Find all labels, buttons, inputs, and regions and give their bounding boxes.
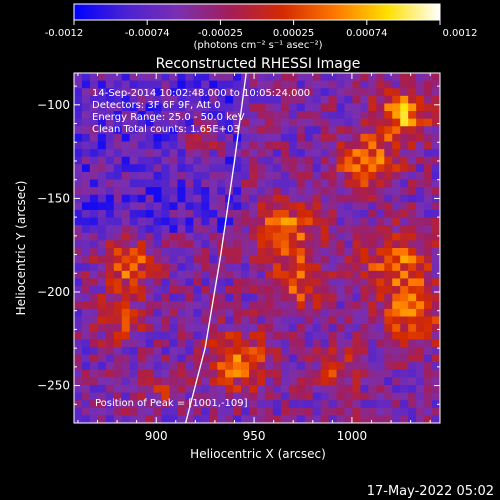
colorbar-tick-label: 0.00074 (346, 28, 387, 39)
colorbar-gradient (73, 3, 441, 21)
counts-text: Clean Total counts: 1.65E+03 (92, 124, 240, 135)
x-tick-label: 900 (145, 429, 168, 443)
y-tick-label: −150 (37, 191, 70, 205)
y-axis-label: Heliocentric Y (arcsec) (14, 181, 28, 316)
plot-area: 900 950 1000 −100 −150 −200 −250 (37, 72, 441, 443)
time-range-text: 14-Sep-2014 10:02:48.000 to 10:05:24.000 (92, 88, 310, 99)
colorbar-unit-label: (photons cm⁻² s⁻¹ asec⁻²) (193, 40, 322, 51)
x-tick-label: 1000 (337, 429, 368, 443)
chart-title: Reconstructed RHESSI Image (156, 56, 361, 72)
colorbar: -0.0012 -0.00074 -0.00025 0.00025 0.00074 0.0… (45, 3, 478, 51)
plot-frame (73, 72, 441, 424)
peak-position-text: Position of Peak = [1001,-109] (95, 398, 248, 409)
info-overlay: 14-Sep-2014 10:02:48.000 to 10:05:24.000… (92, 88, 310, 409)
y-tick-label: −200 (37, 285, 70, 299)
colorbar-tick-label: -0.0012 (45, 28, 84, 39)
x-axis-label: Heliocentric X (arcsec) (190, 447, 326, 461)
detectors-text: Detectors: 3F 6F 9F, Att 0 (92, 100, 220, 111)
x-tick-label: 950 (243, 429, 266, 443)
y-tick-label: −100 (37, 98, 70, 112)
colorbar-tick-label: 0.00025 (273, 28, 314, 39)
footer-timestamp: 17-May-2022 05:02 (367, 484, 494, 499)
energy-range-text: Energy Range: 25.0 - 50.0 keV (92, 112, 245, 123)
y-tick-label: −250 (37, 379, 70, 393)
colorbar-tick-label: -0.00025 (198, 28, 243, 39)
colorbar-tick-label: -0.00074 (125, 28, 170, 39)
solar-limb-line (184, 73, 247, 423)
colorbar-tick-label: 0.0012 (443, 28, 478, 39)
